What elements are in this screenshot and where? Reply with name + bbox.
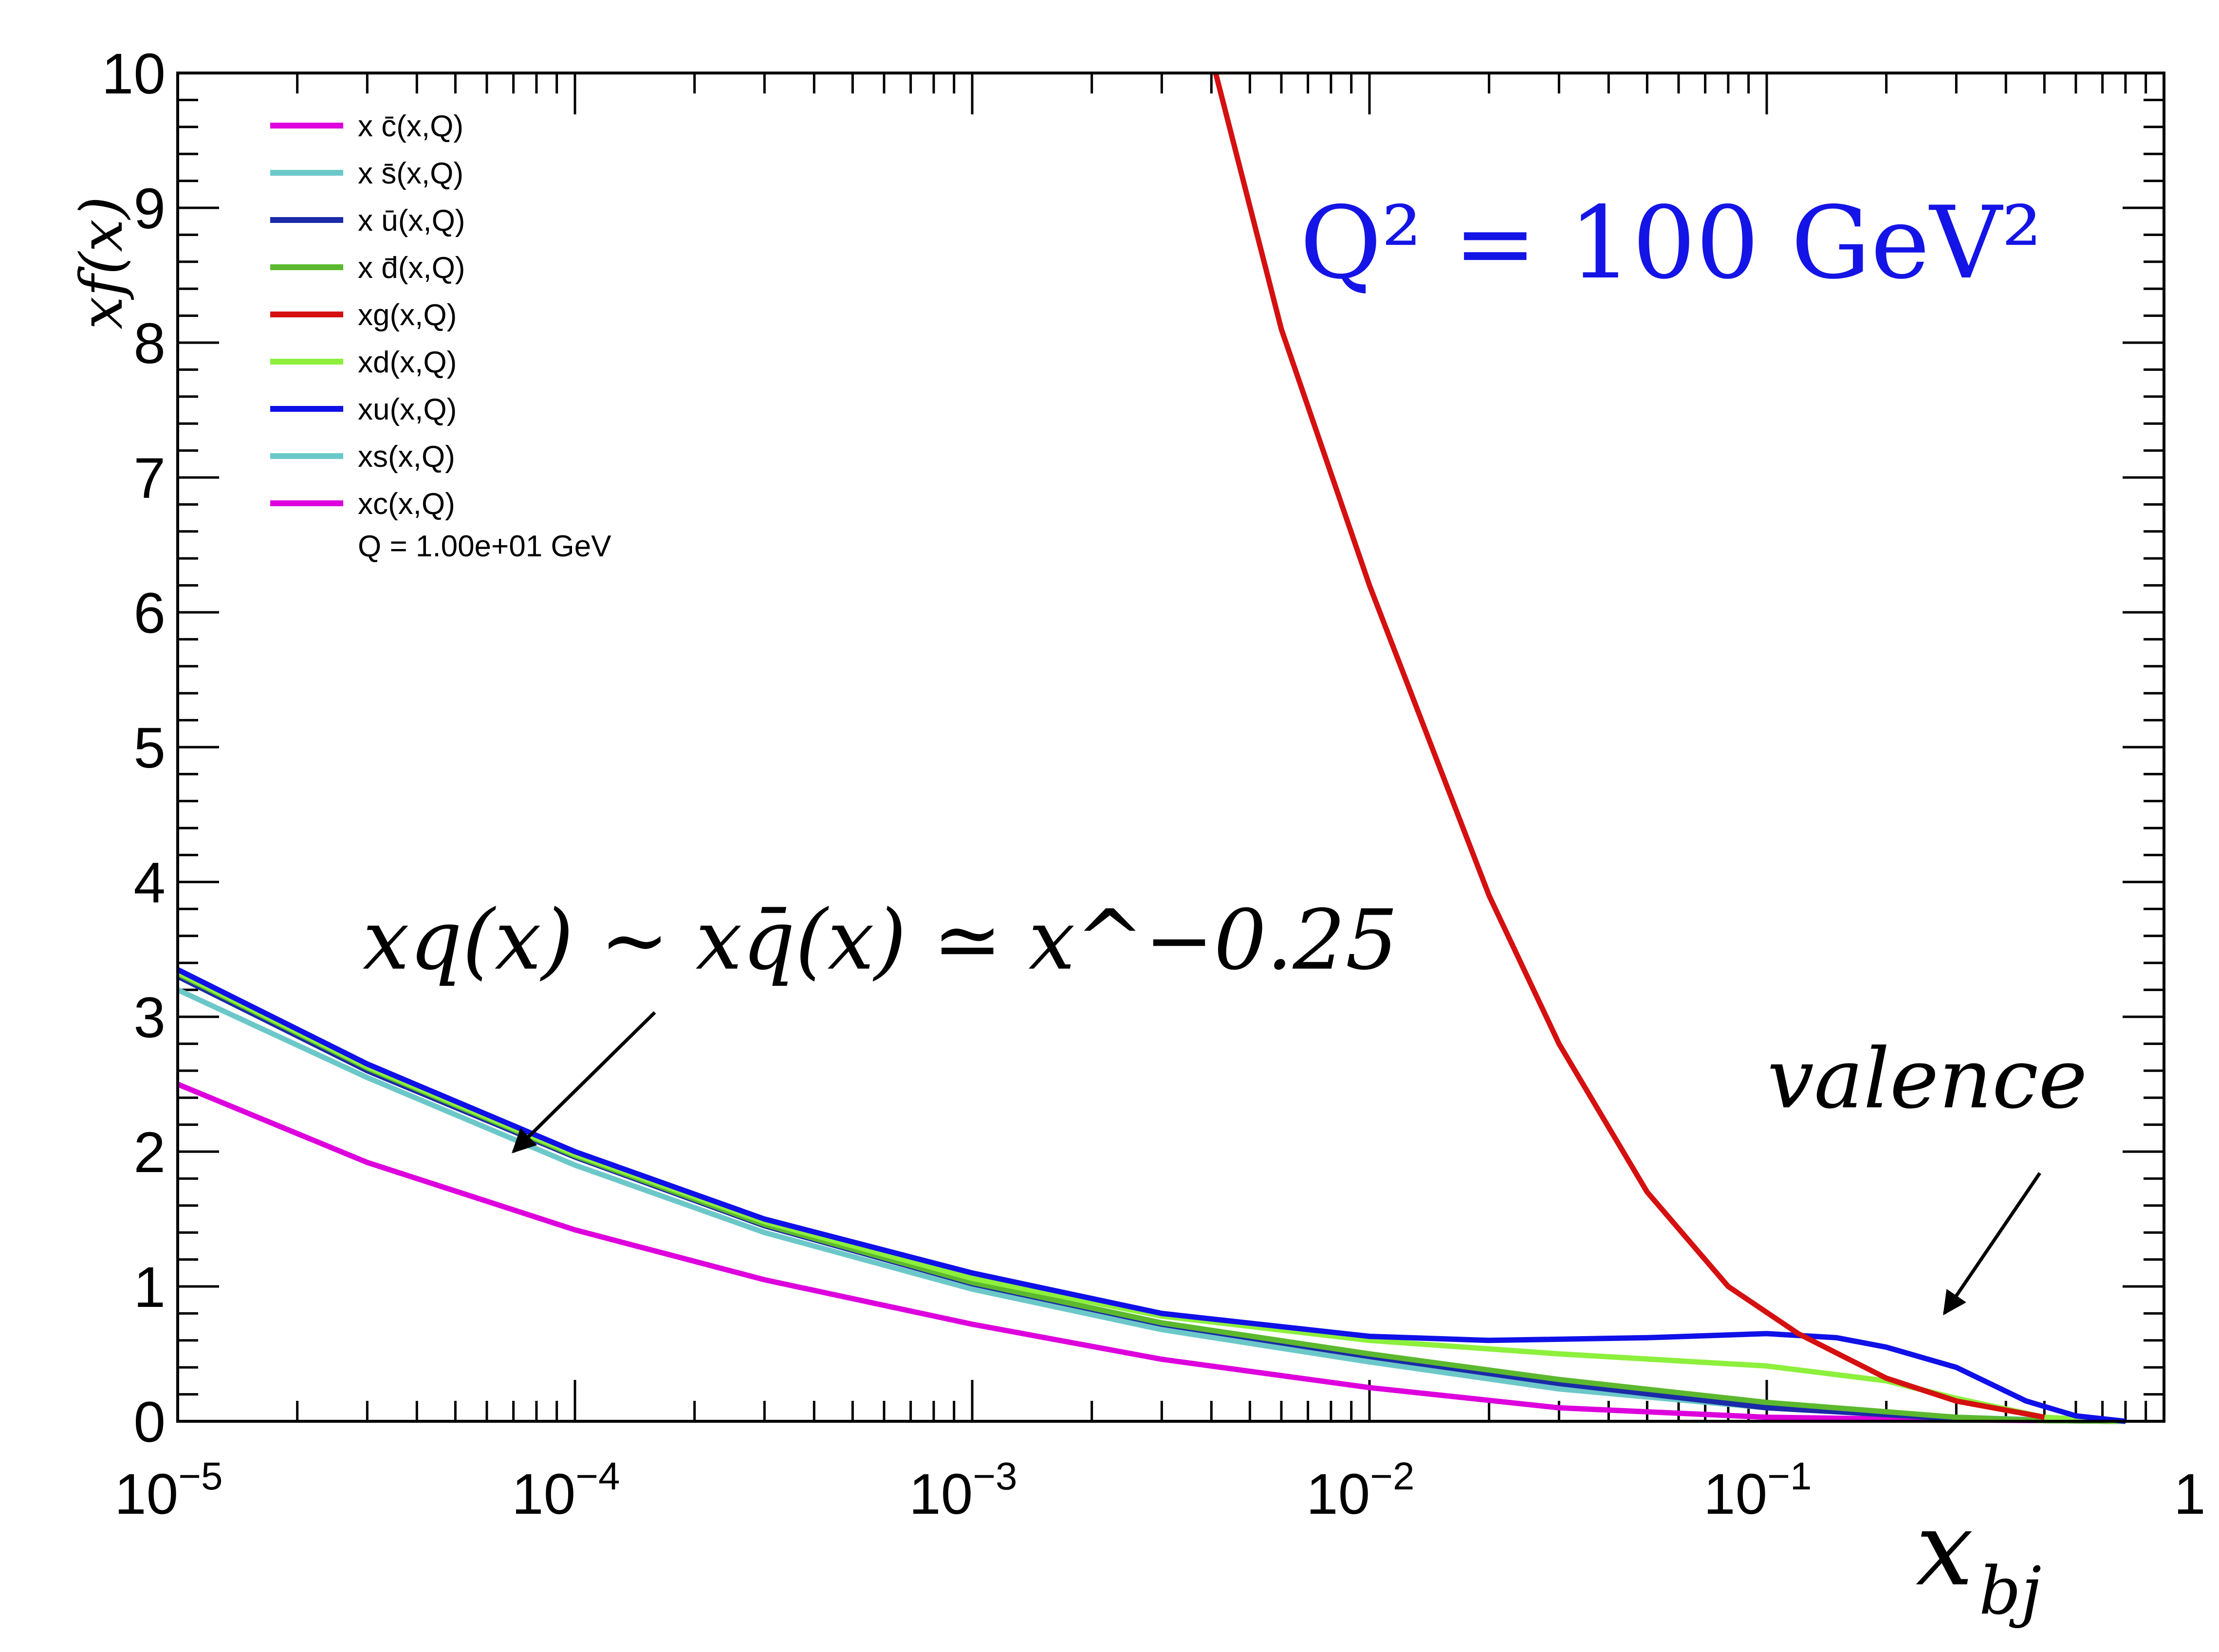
y-tick-label: 4 [133, 851, 166, 915]
y-tick-label: 10 [102, 42, 166, 106]
y-tick-label: 2 [133, 1120, 166, 1185]
curves [176, 72, 2126, 1424]
legend-entry-label: x ū(x,Q) [358, 204, 465, 238]
legend: x c̄(x,Q) x s̄(x,Q) x ū(x,Q) x d̄(x,Q) xg(x,… [270, 110, 465, 521]
x-tick-label: 10−4 [512, 1454, 620, 1526]
legend-entry-label: xu(x,Q) [358, 393, 457, 426]
y-tick-label: 3 [133, 986, 166, 1050]
plot-frame [176, 72, 2165, 1423]
y-tick-label: 8 [133, 312, 166, 376]
legend-entry-label: xc(x,Q) [358, 487, 455, 521]
scale-label: Q² = 100 GeV² [1300, 185, 2042, 301]
x-tick-label: 10−2 [1306, 1454, 1414, 1526]
legend-entry-label: x s̄(x,Q) [358, 157, 463, 190]
x-tick-label: 10−3 [909, 1454, 1017, 1526]
legend-entry-label: xd(x,Q) [358, 346, 457, 379]
x-tick-label: 10−5 [114, 1454, 222, 1526]
y-tick-labels: 0 1 2 3 4 5 6 7 8 9 10 [102, 42, 166, 1454]
legend-note: Q = 1.00e+01 GeV [358, 530, 611, 563]
legend-entry-label: x c̄(x,Q) [358, 110, 463, 143]
x-axis-title: x bj [1916, 1489, 2041, 1629]
y-tick-label: 7 [133, 446, 166, 511]
legend-entry-label: xs(x,Q) [358, 440, 455, 474]
x-tick-label: 10−1 [1703, 1454, 1812, 1526]
legend-entry-label: x d̄(x,Q) [358, 251, 465, 285]
svg-text:bj: bj [1979, 1553, 2041, 1629]
y-axis-title: xf(x) [68, 196, 136, 329]
valence-arrow [1942, 1172, 2041, 1316]
series-line-g [1213, 72, 2045, 1420]
sea-label: xq(x) ~ xq̄(x) ≃ x^−0.25 [363, 892, 1398, 989]
series-line-u [176, 967, 2126, 1424]
y-tick-label: 6 [133, 581, 166, 645]
y-tick-label: 0 [133, 1390, 166, 1454]
y-tick-label: 5 [133, 716, 166, 780]
x-tick-labels: 10−5 10−4 10−3 10−2 10−1 1 [114, 1454, 2206, 1526]
valence-label: valence [1767, 1031, 2088, 1127]
legend-entry-label: xg(x,Q) [358, 298, 457, 332]
y-tick-label: 9 [133, 177, 166, 241]
sea-arrow [512, 1011, 656, 1154]
svg-text:x: x [1916, 1489, 1973, 1609]
x-tick-label: 1 [2174, 1462, 2206, 1526]
y-tick-label: 1 [133, 1255, 166, 1320]
series-line-c [176, 1082, 2126, 1424]
